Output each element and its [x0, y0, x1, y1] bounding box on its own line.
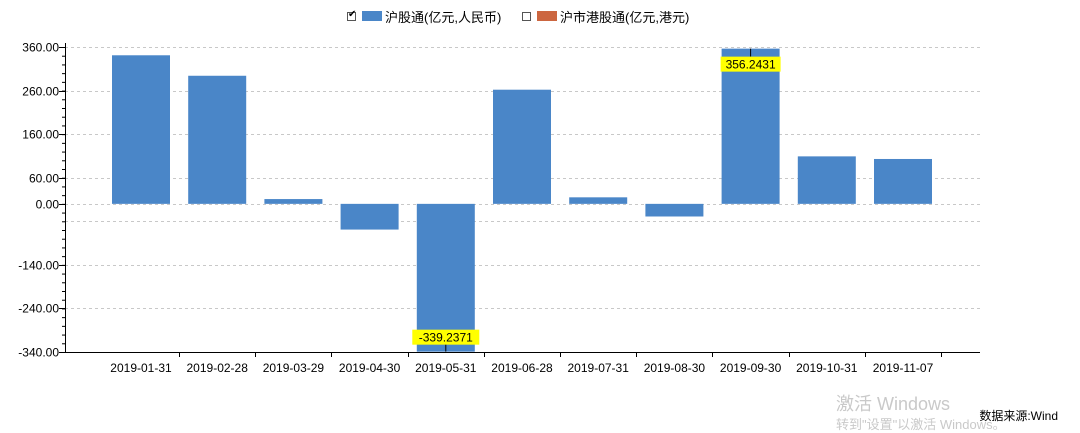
y-tick-label: 60.00: [29, 172, 59, 186]
x-tick-label: 2019-03-29: [263, 361, 325, 375]
bar-2019-02-28: [188, 75, 247, 204]
data-label-box: [720, 56, 781, 72]
bar-2019-10-31: [797, 156, 856, 204]
bar-2019-11-07: [874, 158, 932, 204]
y-tick-label: 260.00: [22, 85, 59, 99]
bar-2019-04-30: [340, 203, 399, 230]
y-tick-label: 360.00: [22, 41, 59, 55]
legend-checkbox-icon[interactable]: [522, 11, 531, 21]
bar-2019-06-28: [493, 89, 551, 204]
x-tick-label: 2019-04-30: [339, 361, 401, 375]
bar-2019-03-29: [264, 199, 323, 204]
data-label: 356.2431: [726, 58, 776, 72]
legend-label: 沪市港股通(亿元,港元): [560, 9, 690, 25]
legend-item-hk-connect[interactable]: 沪市港股通(亿元,港元): [522, 6, 689, 26]
y-tick-label: -140.00: [18, 259, 59, 273]
bar-2019-05-31: [416, 203, 475, 352]
x-tick-label: 2019-05-31: [415, 361, 477, 375]
y-tick-label: -240.00: [18, 302, 59, 316]
data-label: -339.2371: [419, 331, 473, 345]
x-tick-label: 2019-10-31: [796, 361, 858, 375]
legend-swatch-orange: [537, 11, 557, 21]
legend-item-shanghai-connect[interactable]: 沪股通(亿元,人民币): [347, 6, 501, 26]
chart-legend: 沪股通(亿元,人民币) 沪市港股通(亿元,港元): [0, 6, 1080, 26]
bar-2019-01-31: [112, 55, 170, 204]
x-tick-label: 2019-07-31: [568, 361, 630, 375]
x-tick-label: 2019-08-30: [644, 361, 706, 375]
bar-2019-09-30: [721, 48, 780, 204]
windows-activation-hint: 转到"设置"以激活 Windows。: [836, 417, 1006, 432]
x-tick-label: 2019-02-28: [187, 361, 249, 375]
legend-label: 沪股通(亿元,人民币): [385, 9, 502, 25]
legend-checkbox-icon[interactable]: [347, 9, 356, 21]
x-tick-label: 2019-11-07: [873, 361, 934, 375]
x-tick-label: 2019-09-30: [720, 361, 782, 375]
x-tick-label: 2019-06-28: [491, 361, 553, 375]
legend-swatch-blue: [362, 11, 382, 21]
x-tick-label: 2019-01-31: [110, 361, 172, 375]
y-tick-label: 160.00: [22, 128, 59, 142]
data-source-note: 数据来源:Wind: [979, 409, 1058, 423]
data-label-box: [412, 329, 480, 345]
y-tick-label: 0.00: [36, 198, 60, 212]
bar-2019-08-30: [645, 203, 704, 217]
y-tick-label: -340.00: [18, 346, 59, 360]
windows-activation-watermark: 激活 Windows: [836, 394, 951, 414]
bar-2019-07-31: [569, 197, 628, 204]
